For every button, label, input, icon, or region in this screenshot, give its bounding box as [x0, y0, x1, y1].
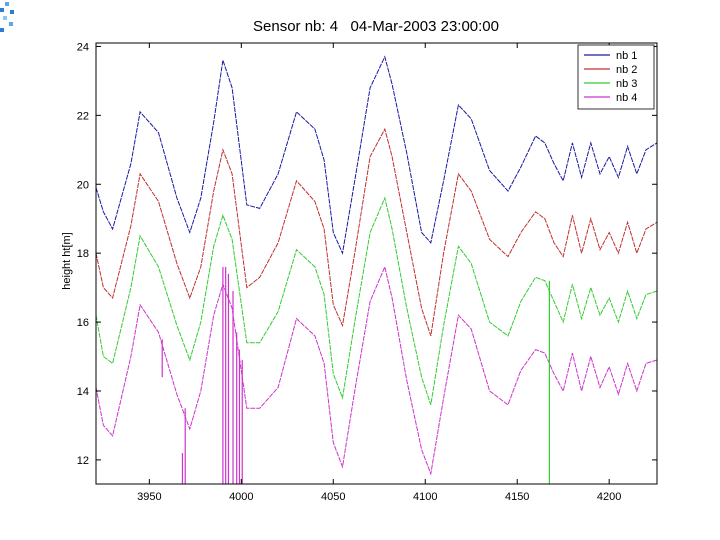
plot-spikes: [161, 266, 550, 484]
legend-label: nb 2: [616, 64, 637, 76]
y-tick-label: 22: [77, 110, 89, 122]
x-tick-label: 4050: [321, 491, 345, 503]
y-tick-label: 14: [77, 386, 89, 398]
y-tick-label: 18: [77, 248, 89, 260]
chart-title: Sensor nb: 4 04-Mar-2003 23:00:00: [253, 18, 499, 35]
series-line-2: [96, 127, 657, 337]
legend-box: [577, 44, 655, 110]
y-axis-label: height ht[m]: [61, 232, 73, 289]
legend-label: nb 3: [616, 78, 637, 90]
legend-label: nb 4: [616, 92, 637, 104]
x-tick-label: 4150: [505, 491, 529, 503]
y-tick-label: 20: [77, 179, 89, 191]
x-tick-label: 4000: [229, 491, 253, 503]
legend: nb 1 nb 2 nb 3 nb 4: [577, 44, 655, 110]
corner-accent-graphic: [0, 2, 14, 32]
series-line-1: [96, 55, 657, 255]
x-tick-label: 4100: [413, 491, 437, 503]
legend-label: nb 1: [616, 50, 637, 62]
plot-series: [96, 55, 657, 476]
y-tick-label: 24: [77, 41, 89, 53]
series-line-3: [96, 196, 657, 405]
y-tick-label: 12: [77, 455, 89, 467]
axis-ticks: 3950 4000 4050 4100 4150 4200 12 14 16 18 20 22 24: [77, 41, 657, 503]
x-tick-label: 3950: [137, 491, 161, 503]
y-tick-label: 16: [77, 317, 89, 329]
plot-frame: [95, 42, 658, 485]
x-tick-label: 4200: [597, 491, 621, 503]
series-line-4: [96, 265, 657, 476]
